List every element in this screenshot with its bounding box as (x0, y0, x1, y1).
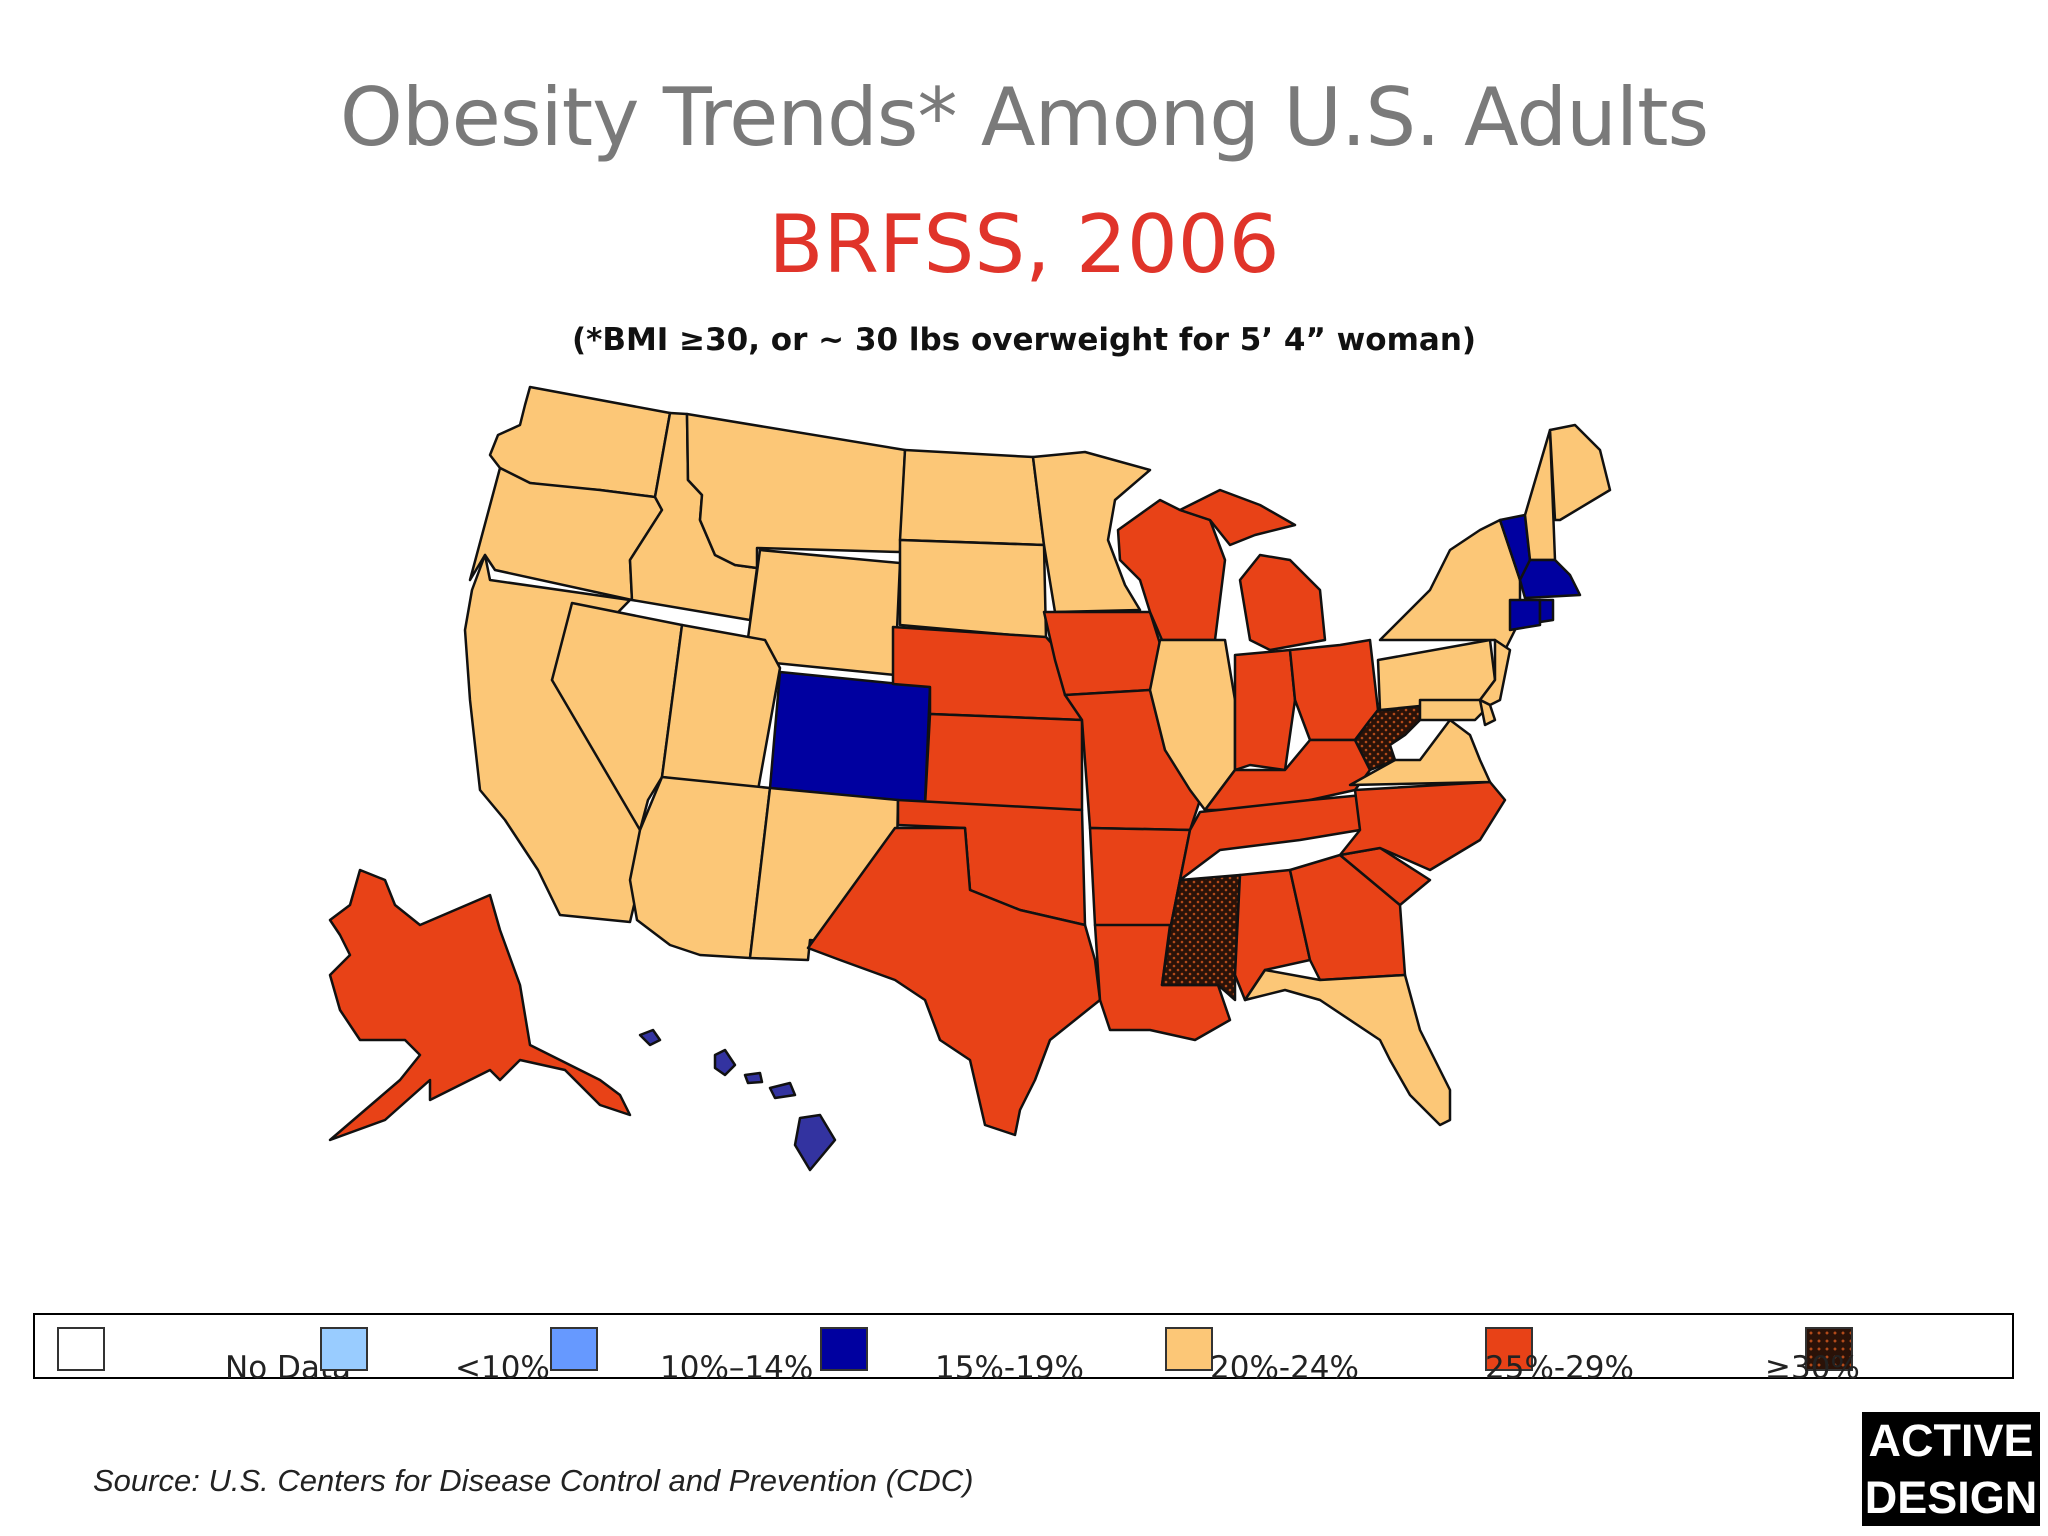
legend-label-5: 20%-24% (1210, 1350, 1359, 1386)
state-ut (660, 623, 782, 792)
page-subtitle: BRFSS, 2006 (768, 198, 1280, 291)
legend-swatch-6 (1485, 1327, 1533, 1371)
legend-swatch-3 (550, 1327, 598, 1371)
state-hi-island-3 (768, 1081, 797, 1100)
state-ia (1042, 610, 1164, 697)
state-fl (1243, 968, 1452, 1127)
state-ny (1378, 518, 1522, 652)
state-nc (1338, 780, 1507, 872)
active-design-logo: ACTIVE DESIGN (1862, 1412, 2040, 1526)
state-ak (328, 868, 632, 1142)
source-note: Source: U.S. Centers for Disease Control… (93, 1463, 974, 1498)
state-tx (806, 826, 1102, 1137)
legend-label-4: 15%-19% (935, 1350, 1084, 1386)
state-ri (1538, 598, 1555, 624)
state-mt (685, 412, 907, 570)
state-mi (1238, 553, 1327, 652)
state-hi-island-4 (793, 1113, 837, 1172)
state-co (768, 670, 932, 805)
legend-swatch-2 (320, 1327, 368, 1371)
state-mi (1178, 488, 1297, 547)
logo-line-2: DESIGN (1864, 1472, 2038, 1523)
state-az (628, 775, 772, 960)
page-title: Obesity Trends* Among U.S. Adults (339, 71, 1709, 164)
state-nd (898, 448, 1046, 547)
legend: No Data <10% 10%–14% 15%-19% 20%-24% 25%-29% ≥… (33, 1313, 2014, 1384)
legend-label-7: ≥30% (1765, 1350, 1860, 1386)
state-ks (923, 712, 1084, 812)
state-ma (1518, 558, 1582, 600)
logo-line-1: ACTIVE (1868, 1415, 2034, 1466)
legend-swatch-4 (820, 1327, 868, 1371)
state-mn (1031, 450, 1152, 614)
legend-swatch-5 (1165, 1327, 1213, 1371)
state-in (1233, 648, 1297, 772)
state-sd (898, 538, 1048, 640)
state-hi (638, 1028, 662, 1047)
state-va (1348, 718, 1492, 787)
legend-label-3: 10%–14% (660, 1350, 814, 1386)
state-hi-island-2 (743, 1071, 764, 1085)
legend-swatch-1 (57, 1327, 105, 1371)
bmi-note: (*BMI ≥30, or ~ 30 lbs overweight for 5’… (571, 322, 1477, 358)
legend-label-6: 25%-29% (1485, 1350, 1634, 1386)
state-me (1548, 423, 1612, 522)
state-tn (1178, 790, 1397, 882)
state-ct (1508, 598, 1542, 632)
state-hi-island-1 (713, 1048, 737, 1077)
legend-swatch-7 (1805, 1327, 1853, 1371)
state-de (1478, 698, 1497, 727)
legend-label-2: <10% (455, 1350, 550, 1386)
